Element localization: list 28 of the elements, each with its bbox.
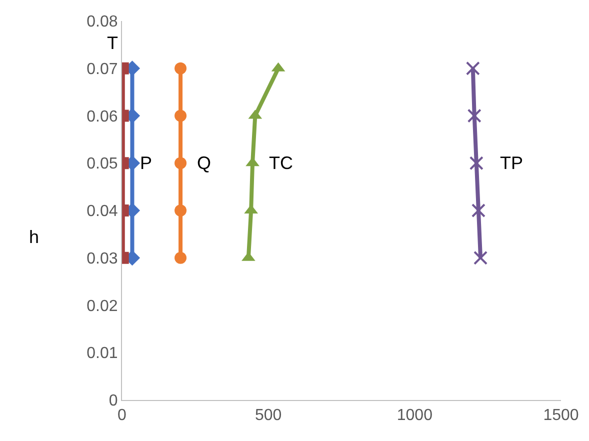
point — [174, 62, 187, 74]
x-tick-label: 1000 — [396, 407, 433, 424]
y-tick-label: 0.06 — [86, 108, 118, 126]
series-label: TC — [269, 153, 293, 173]
point — [174, 252, 187, 264]
point — [471, 204, 486, 218]
point — [174, 157, 187, 170]
y-tick-label: 0 — [108, 392, 118, 410]
y-tick-label: 0.03 — [86, 250, 118, 268]
point — [174, 204, 187, 216]
point — [474, 250, 488, 265]
series-label: TP — [500, 153, 524, 173]
series-label: T — [107, 33, 118, 53]
point — [174, 110, 187, 122]
y-tick-label: 0.05 — [86, 156, 118, 173]
point — [466, 61, 480, 76]
x-tick-label: 1500 — [543, 407, 579, 424]
y-tick-label: 0.07 — [86, 60, 118, 78]
y-axis-title: h — [29, 227, 40, 247]
x-tick-label: 500 — [254, 407, 282, 424]
y-tick-label: 0.08 — [86, 14, 118, 31]
y-tick-label: 0.02 — [86, 298, 118, 315]
point — [469, 156, 484, 170]
series-label: Q — [197, 153, 212, 173]
y-tick-label: 0.01 — [86, 345, 118, 362]
series-label: P — [140, 153, 152, 173]
y-tick-label: 0.04 — [86, 203, 118, 220]
point — [467, 108, 482, 123]
